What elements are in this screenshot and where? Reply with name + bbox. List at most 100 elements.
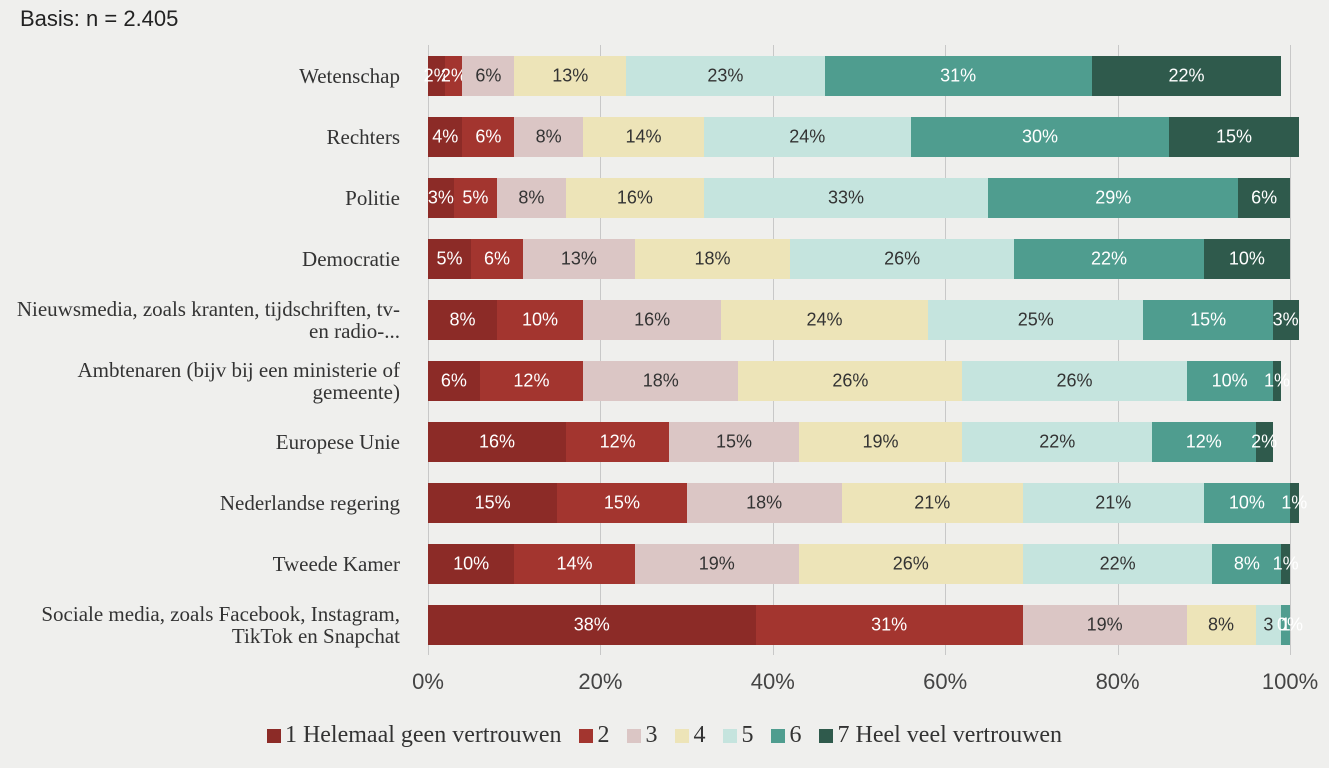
data-label: 26%	[1056, 370, 1093, 390]
bar-segment: 22%	[962, 421, 1153, 462]
legend-label: 7 Heel veel vertrouwen	[837, 722, 1063, 748]
bar-segment: 24%	[703, 116, 911, 157]
bar-segment: 3%	[1273, 299, 1299, 340]
bar-segment: 15%	[557, 482, 687, 523]
grid-line	[600, 45, 602, 655]
data-label: 0%	[1276, 614, 1304, 634]
bar-segment: 10%	[1203, 482, 1290, 523]
data-label: 12%	[599, 431, 636, 451]
y-tick-label: Democratie	[302, 246, 400, 271]
data-label: 21%	[1095, 492, 1132, 512]
y-tick-label: Rechters	[326, 124, 400, 149]
data-label: 25%	[1017, 309, 1054, 329]
bar-segment: 1	[1280, 604, 1291, 645]
legend-item: 6	[771, 722, 801, 749]
data-label: 8%	[449, 309, 476, 329]
bar-segment: 16%	[583, 299, 722, 340]
bar-segment: 14%	[583, 116, 704, 157]
data-label: 6%	[1251, 187, 1278, 207]
bar-segment: 26%	[790, 238, 1015, 279]
data-label: 31%	[871, 614, 908, 634]
data-label: 2%	[1251, 431, 1278, 451]
data-label: 16%	[478, 431, 515, 451]
data-label: 24%	[806, 309, 843, 329]
legend-swatch	[266, 728, 281, 743]
data-label: 18%	[746, 492, 783, 512]
bar-segment: 15%	[1169, 116, 1299, 157]
bar-segment: 8%	[1212, 543, 1282, 584]
bar-segment: 5%	[453, 177, 497, 218]
data-label: 13%	[560, 248, 597, 268]
bar-segment: 8%	[496, 177, 566, 218]
data-label: 22%	[1039, 431, 1076, 451]
x-tick-label: 60%	[923, 669, 968, 694]
legend-label: 5	[741, 722, 754, 748]
bar-segment: 3%	[428, 177, 454, 218]
data-label: 3	[1263, 614, 1274, 634]
data-label: 1%	[1281, 492, 1308, 512]
data-label: 8%	[1233, 553, 1260, 573]
data-label: 23%	[707, 65, 744, 85]
bar-segment: 19%	[1022, 604, 1187, 645]
y-tick-label: Sociale media, zoals Facebook, Instagram…	[41, 601, 400, 648]
data-label: 8%	[1208, 614, 1235, 634]
bar-segment: 22%	[1022, 543, 1213, 584]
bar-segment: 6%	[1238, 177, 1290, 218]
bar-segment: 13%	[514, 55, 627, 96]
x-tick-label: 80%	[1095, 669, 1140, 694]
data-label: 8%	[535, 126, 562, 146]
bar-segment: 12%	[565, 421, 670, 462]
data-label: 26%	[884, 248, 921, 268]
grid-line	[1290, 45, 1291, 655]
bar-segment: 1%	[1281, 482, 1307, 523]
legend-swatch	[723, 728, 738, 743]
data-label: 10%	[1211, 370, 1248, 390]
legend-swatch	[819, 728, 834, 743]
bar-segment: 15%	[428, 482, 558, 523]
grid-line	[945, 45, 947, 655]
bar-segment: 21%	[841, 482, 1023, 523]
data-label: 14%	[556, 553, 593, 573]
bar-segment: 38%	[428, 604, 756, 645]
data-label: 1%	[1272, 553, 1299, 573]
bar-segment: 19%	[634, 543, 799, 584]
data-label: 5%	[436, 248, 463, 268]
data-label: 16%	[634, 309, 671, 329]
subtitle: Basis: n = 2.405	[20, 6, 179, 31]
legend-item: 1 Helemaal geen vertrouwen	[266, 722, 561, 749]
data-label: 15%	[603, 492, 640, 512]
y-tick-label: Nieuwsmedia, zoals kranten, tijdschrifte…	[16, 296, 400, 343]
data-label: 6%	[475, 65, 502, 85]
bar-segment: 6%	[462, 55, 515, 96]
data-label: 18%	[694, 248, 731, 268]
legend-swatch	[579, 728, 594, 743]
bar-segment: 4%	[428, 116, 463, 157]
legend-item: 4	[675, 722, 705, 749]
data-label: 2%	[440, 65, 467, 85]
y-tick-label: Nederlandse regering	[219, 490, 400, 515]
data-label: 2%	[423, 65, 450, 85]
bar-segment: 25%	[927, 299, 1144, 340]
x-tick-label: 100%	[1261, 669, 1319, 694]
data-label: 14%	[625, 126, 662, 146]
data-label: 15%	[715, 431, 753, 451]
legend-label: 2	[597, 722, 610, 748]
data-label: 19%	[698, 553, 735, 573]
bar-segment: 26%	[962, 360, 1187, 401]
legend-swatch	[627, 728, 642, 743]
bar-segment: 1%	[1273, 543, 1299, 584]
bar-segment: 13%	[522, 238, 635, 279]
data-label: 10%	[522, 309, 559, 329]
bar-segment: 10%	[428, 543, 515, 584]
bar-segment: 24%	[721, 299, 928, 340]
bar-segment: 30%	[910, 116, 1170, 157]
x-tick-label: 20%	[578, 669, 623, 694]
data-label: 15%	[1215, 126, 1252, 146]
bar-segment: 14%	[514, 543, 635, 584]
bar-segment: 8%	[514, 116, 584, 157]
bar-segment: 12%	[479, 360, 584, 401]
y-tick-label: Politie	[345, 185, 400, 210]
y-tick-label: Europese Unie	[275, 429, 400, 454]
data-label: 1	[1280, 614, 1291, 634]
